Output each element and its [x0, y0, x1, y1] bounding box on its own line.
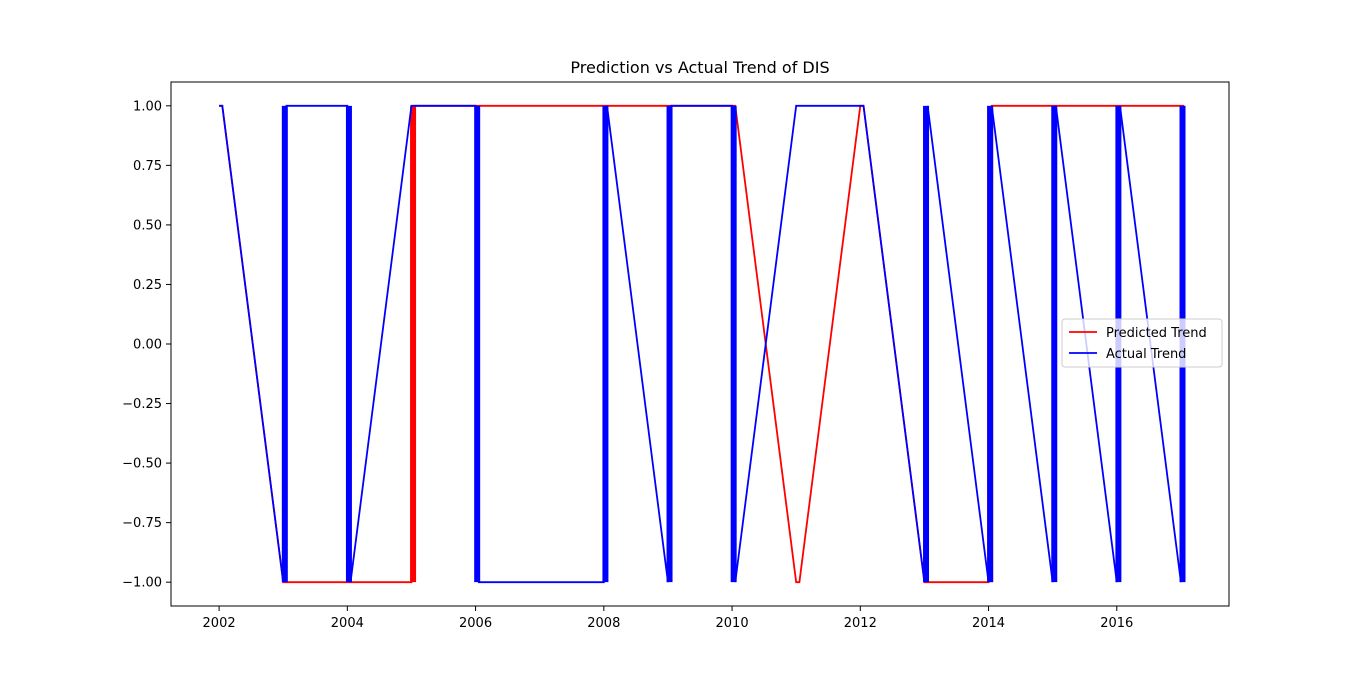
x-tick-label: 2016	[1100, 616, 1133, 631]
x-axis: 2002 2004 2006 2008 2010 2012 2014 2016	[203, 606, 1133, 631]
x-tick-label: 2010	[716, 616, 749, 631]
x-tick-label: 2006	[459, 616, 492, 631]
y-tick-label: 0.75	[133, 159, 162, 174]
x-tick-label: 2004	[331, 616, 364, 631]
y-tick-label: −0.75	[122, 516, 162, 531]
legend-label-predicted-trend: Predicted Trend	[1106, 326, 1207, 341]
x-tick-label: 2014	[972, 616, 1005, 631]
y-tick-label: −1.00	[122, 576, 162, 591]
y-tick-label: −0.50	[122, 457, 162, 472]
x-tick-label: 2008	[587, 616, 620, 631]
y-axis: 1.00 0.75 0.50 0.25 0.00 −0.25 −0.50 −0.75 −1.00	[122, 99, 171, 591]
legend-box	[1061, 318, 1223, 368]
series-line-actual-trend	[219, 104, 1186, 584]
x-tick-label: 2012	[844, 616, 877, 631]
legend-label-actual-trend: Actual Trend	[1106, 347, 1186, 362]
series-line-predicted-trend	[219, 104, 1185, 584]
y-tick-label: 0.50	[133, 218, 162, 233]
y-tick-label: −0.25	[122, 397, 162, 412]
chart-title: Prediction vs Actual Trend of DIS	[570, 58, 829, 77]
y-tick-label: 1.00	[133, 99, 162, 114]
y-tick-label: 0.00	[133, 338, 162, 353]
y-tick-label: 0.25	[133, 278, 162, 293]
x-tick-label: 2002	[203, 616, 236, 631]
series-layer	[219, 104, 1186, 584]
legend: Predicted Trend Actual Trend	[1061, 318, 1223, 368]
